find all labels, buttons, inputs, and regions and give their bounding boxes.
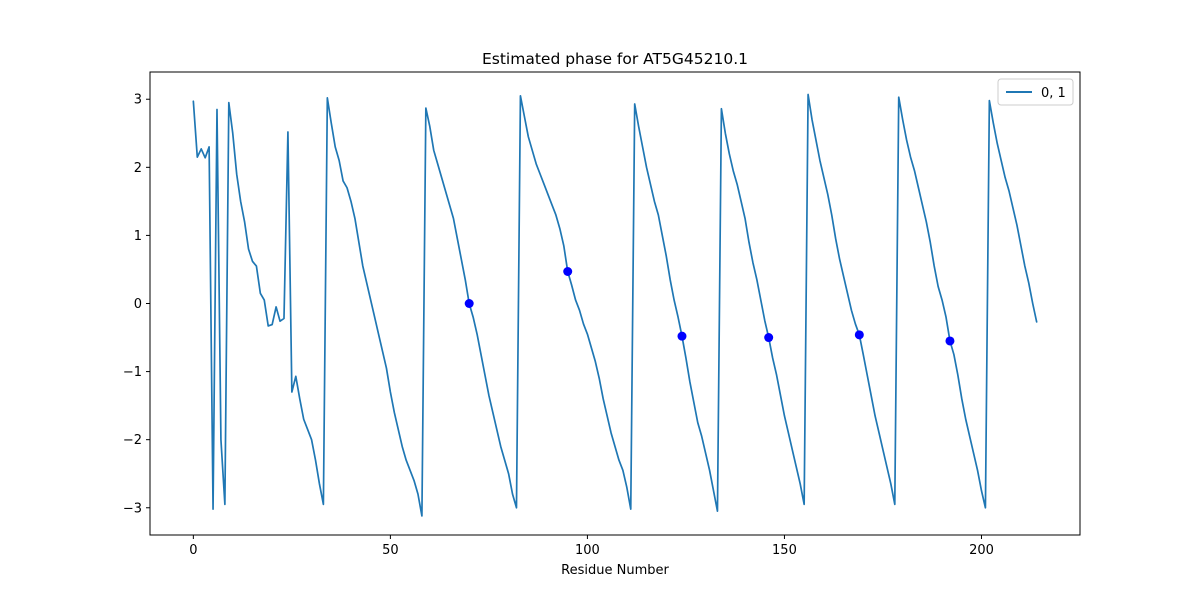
y-tick-label: 3 [134,93,142,108]
x-tick-label: 200 [969,543,994,558]
x-tick-label: 50 [382,543,399,558]
legend: 0, 1 [997,78,1074,106]
x-tick-label: 0 [189,543,197,558]
plot-area [192,93,1038,517]
marker-point [677,331,687,341]
x-tick-label: 100 [575,543,600,558]
chart-title: Estimated phase for AT5G45210.1 [482,50,748,68]
marker-point [854,330,864,340]
y-axis: −3 −2 −1 0 1 2 3 [123,93,150,516]
x-tick-label: 150 [772,543,797,558]
marker-point [563,266,573,276]
marker-point [764,333,774,343]
y-tick-label: 1 [134,229,142,244]
y-tick-label: 0 [134,297,142,312]
series-line-0 [192,93,1038,517]
y-tick-label: −1 [123,365,142,380]
y-tick-label: 2 [134,161,142,176]
x-axis: 0 50 100 150 200 [189,535,994,558]
marker-point [945,336,955,346]
x-axis-label: Residue Number [561,563,669,578]
legend-box [997,78,1074,106]
y-tick-label: −3 [123,501,142,516]
legend-label: 0, 1 [1041,86,1066,101]
y-tick-label: −2 [123,433,142,448]
marker-point [464,299,474,308]
